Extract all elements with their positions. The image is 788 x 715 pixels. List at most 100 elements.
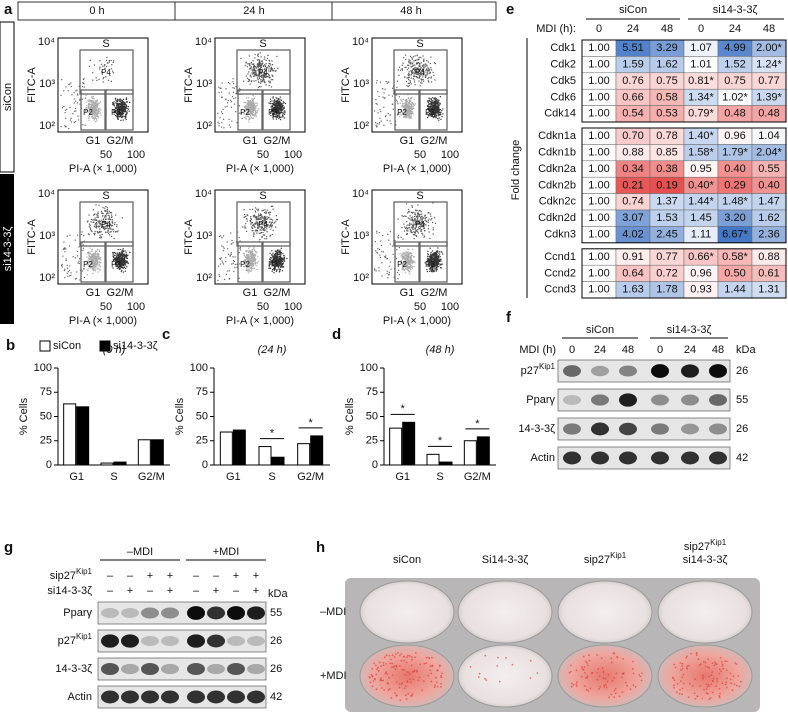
flow-dot: [284, 110, 286, 112]
flow-dot: [95, 103, 97, 105]
flow-dot: [271, 60, 273, 62]
flow-dot: [436, 251, 438, 253]
flow-dot: [82, 247, 84, 249]
flow-dot: [409, 263, 411, 265]
flow-dot: [118, 105, 120, 107]
flow-dot: [283, 112, 285, 114]
flow-dot: [234, 263, 236, 266]
flow-dot: [93, 98, 95, 100]
flow-dot: [408, 71, 410, 73]
flow-dot: [121, 115, 123, 118]
flow-dot: [275, 100, 277, 102]
flow-dot: [232, 91, 234, 93]
flow-dot: [254, 68, 256, 70]
flow-dot: [243, 80, 245, 82]
flow-dot: [267, 54, 269, 56]
flow-dot: [275, 112, 277, 114]
flow-dot: [423, 236, 425, 238]
flow-dot: [254, 113, 256, 115]
flow-dot: [106, 231, 108, 233]
flow-dot: [108, 61, 110, 63]
flow-dot: [277, 98, 280, 100]
flow-dot: [88, 105, 90, 107]
flow-dot: [405, 58, 407, 61]
flow-dot: [85, 95, 87, 97]
flow-dot: [435, 270, 437, 272]
flow-dot: [257, 69, 259, 71]
flow-dot: [252, 104, 254, 106]
flow-dot: [111, 221, 113, 223]
flow-dot: [422, 78, 424, 81]
flow-dot: [379, 109, 381, 111]
flow-dot: [124, 108, 126, 110]
phase-label: G1: [400, 135, 415, 147]
flow-dot: [247, 113, 249, 115]
flow-dot: [93, 263, 95, 265]
flow-dot: [427, 221, 429, 223]
flow-dot: [227, 99, 229, 102]
flow-dot: [113, 104, 115, 106]
flow-dot: [249, 79, 251, 81]
flow-dot: [277, 108, 279, 110]
flow-dot: [397, 103, 399, 105]
flow-dot: [286, 257, 288, 260]
flow-dot: [405, 66, 407, 68]
flow-dot: [271, 224, 274, 226]
flow-dot: [433, 269, 435, 271]
flow-dot: [99, 107, 101, 109]
flow-dot: [407, 248, 409, 250]
flow-dot: [126, 110, 128, 112]
flow-dot: [270, 66, 272, 68]
flow-dot: [405, 101, 407, 103]
flow-dot: [422, 234, 424, 236]
flow-dot: [257, 208, 259, 210]
y-tick-label: 10²: [196, 272, 212, 284]
flow-dot: [95, 268, 97, 270]
flow-dot: [249, 111, 251, 113]
flow-dot: [120, 255, 122, 257]
flow-dot: [408, 61, 410, 63]
flow-dot: [428, 103, 430, 105]
flow-dot: [250, 74, 252, 76]
flow-dot: [271, 250, 273, 252]
flow-dot: [410, 83, 412, 85]
flow-dot: [404, 100, 407, 102]
flow-dot: [431, 253, 434, 255]
flow-dot: [97, 216, 99, 218]
flow-dot: [251, 105, 253, 107]
flow-dot: [123, 112, 125, 114]
flow-dot: [408, 59, 410, 61]
flow-dot: [410, 66, 412, 68]
flow-dot: [408, 260, 410, 262]
flow-dot: [126, 266, 128, 268]
flow-dot: [118, 112, 120, 114]
flow-dot: [403, 254, 405, 256]
flow-dot: [374, 110, 376, 112]
flow-dot: [104, 64, 106, 66]
flow-dot: [101, 71, 103, 73]
flow-dot: [432, 221, 434, 224]
flow-dot: [247, 73, 249, 75]
flow-dot: [270, 113, 272, 115]
flow-dot: [432, 71, 434, 73]
flow-dot: [249, 103, 251, 105]
flow-dot: [122, 271, 125, 273]
phase-label: G1: [86, 287, 101, 299]
flow-dot: [268, 68, 270, 70]
flow-dot: [413, 265, 415, 268]
flow-dot: [77, 94, 79, 96]
flow-dot: [257, 78, 259, 80]
flow-dot: [441, 115, 443, 118]
flow-dot: [253, 267, 255, 269]
flow-dot: [95, 115, 97, 117]
flow-dot: [228, 253, 230, 255]
flow-dot: [278, 262, 280, 264]
flow-dot: [262, 209, 265, 211]
flow-dot: [270, 68, 272, 70]
flow-dot: [269, 252, 271, 254]
flow-dot: [272, 114, 274, 116]
flow-dot: [91, 116, 93, 118]
flow-dot: [122, 260, 125, 262]
flow-dot: [249, 108, 251, 110]
flow-dot: [281, 116, 283, 118]
